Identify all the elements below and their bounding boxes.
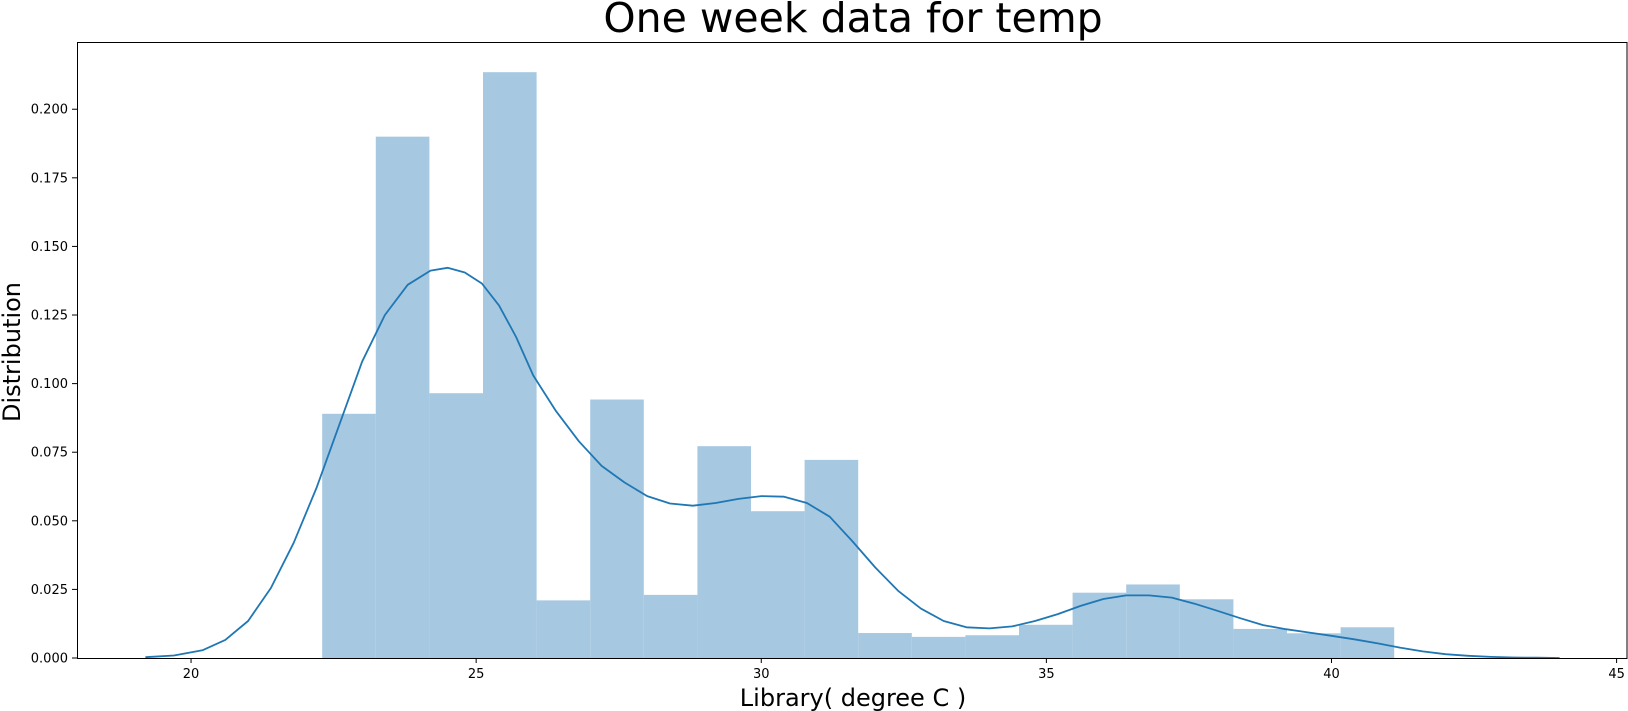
x-tick-label: 45: [1608, 667, 1625, 682]
y-tick-label: 0.175: [31, 171, 68, 186]
kde-curve-group: [145, 266, 1560, 659]
histogram-bar: [1072, 592, 1127, 658]
histogram-bar: [804, 459, 859, 658]
y-tick-label: 0.025: [31, 583, 68, 598]
histogram-bar: [1287, 633, 1341, 658]
histogram-bar: [697, 446, 752, 658]
histogram-bar: [1233, 628, 1288, 658]
histogram-bar: [375, 136, 430, 658]
x-axis-title: Library( degree C ): [740, 684, 966, 711]
histogram-bar: [965, 635, 1020, 658]
histogram-bar: [1019, 624, 1073, 658]
plot-area-frame: [77, 42, 1628, 659]
histogram-bar: [429, 393, 483, 658]
histogram-bar: [322, 413, 376, 658]
histogram-bar: [643, 594, 698, 658]
x-axis-ticks: 20 25 30 35 40 45: [183, 658, 1625, 682]
histogram-bar: [858, 633, 912, 658]
x-tick-label: 20: [183, 667, 200, 682]
x-tick-label: 30: [753, 667, 770, 682]
histogram-bar: [1340, 627, 1395, 658]
histogram-bar: [590, 399, 644, 658]
y-tick-label: 0.075: [31, 446, 68, 461]
y-axis-ticks: 0.000 0.025 0.050 0.075 0.100 0.125 0.150 0.175…: [31, 103, 77, 667]
y-tick-label: 0.100: [31, 377, 68, 392]
kde-line: [145, 266, 1560, 659]
x-tick-label: 25: [468, 667, 485, 682]
histogram-bar: [1179, 599, 1234, 658]
chart-title: One week data for temp: [603, 0, 1102, 42]
y-tick-label: 0.050: [31, 514, 68, 529]
x-tick-label: 35: [1038, 667, 1055, 682]
y-tick-label: 0.150: [31, 240, 68, 255]
y-tick-label: 0.125: [31, 309, 68, 324]
y-tick-label: 0.200: [31, 103, 68, 118]
x-tick-label: 40: [1323, 667, 1340, 682]
histogram-bar: [536, 600, 591, 658]
y-tick-label: 0.000: [31, 652, 68, 667]
histogram-bars: [322, 72, 1395, 659]
y-axis-title: Distribution: [0, 282, 26, 422]
histogram-bar: [911, 636, 966, 658]
histogram-bar: [751, 511, 805, 658]
